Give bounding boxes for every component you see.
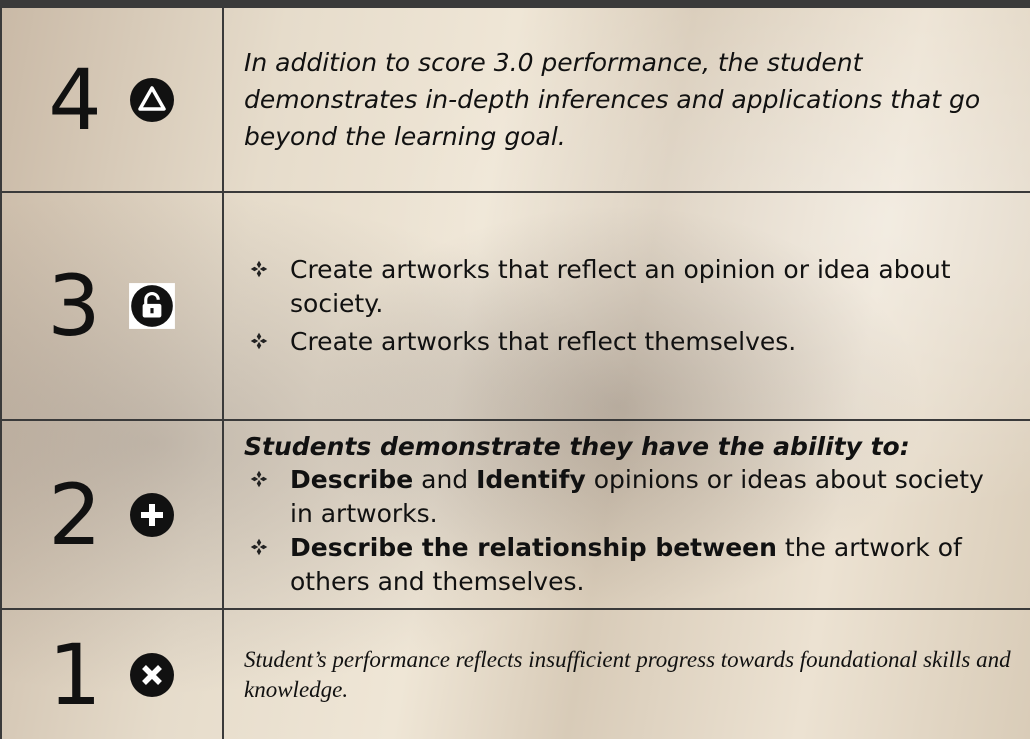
score-cell: 3 xyxy=(0,193,224,419)
icon xyxy=(128,283,175,329)
table-row: 1 Student’s performance reflects insuffic… xyxy=(0,608,1030,739)
score: 4 xyxy=(48,50,102,149)
text: and xyxy=(413,464,477,494)
icon xyxy=(250,332,268,350)
score-cell: 4 xyxy=(0,8,224,191)
text: opinions or ideas about society in artwo… xyxy=(290,464,984,528)
icon xyxy=(129,652,174,697)
table-row: 3 Create artworks that reflect an opinion… xyxy=(0,191,1030,419)
bullet-item: Describe and Identify opinions or ideas … xyxy=(244,463,1012,531)
content-cell: Students demonstrate they have the abili… xyxy=(226,421,1030,608)
icon xyxy=(250,260,268,278)
bullet-item: Create artworks that reflect themselves. xyxy=(244,325,1012,359)
content-cell: In addition to score 3.0 performance, th… xyxy=(226,8,1030,191)
table-row: 4 In addition to score 3.0 performance, t… xyxy=(0,6,1030,191)
bullet-item: Describe the relationship between the ar… xyxy=(244,531,1012,599)
description: Student’s performance reflects insuffici… xyxy=(244,646,1011,702)
bold-text: Describe the relationship between xyxy=(290,532,777,562)
score: 2 xyxy=(48,465,102,564)
text: Create artworks that reflect themselves. xyxy=(290,327,797,356)
bullet-text: Describe and Identify opinions or ideas … xyxy=(290,463,1012,531)
bold-text: Describe xyxy=(290,464,414,494)
bold-text: Identify xyxy=(476,464,586,494)
bullet-text: Create artworks that reflect an opinion … xyxy=(290,253,1012,321)
score-cell: 2 xyxy=(0,421,224,608)
score: 1 xyxy=(48,625,102,724)
content-cell: Student’s performance reflects insuffici… xyxy=(226,610,1030,739)
text: Create artworks that reflect an opinion … xyxy=(290,255,951,318)
icon xyxy=(250,538,268,555)
icon xyxy=(129,77,174,122)
description: In addition to score 3.0 performance, th… xyxy=(244,48,981,151)
icon xyxy=(129,492,174,537)
text: the artwork of others and themselves. xyxy=(290,532,962,596)
icon xyxy=(250,470,268,487)
table-row: 2 Students demonstrate they have the abil… xyxy=(0,419,1030,608)
heading: Students demonstrate they have the abili… xyxy=(244,431,910,461)
score: 3 xyxy=(47,257,101,355)
bullet-item: Create artworks that reflect an opinion … xyxy=(244,253,1012,321)
header-bar xyxy=(0,0,1030,6)
content-cell: Create artworks that reflect an opinion … xyxy=(226,193,1030,419)
bullet-text: Create artworks that reflect themselves. xyxy=(290,325,796,359)
bullet-text: Describe the relationship between the ar… xyxy=(290,531,1012,599)
score-cell: 1 xyxy=(0,610,224,739)
